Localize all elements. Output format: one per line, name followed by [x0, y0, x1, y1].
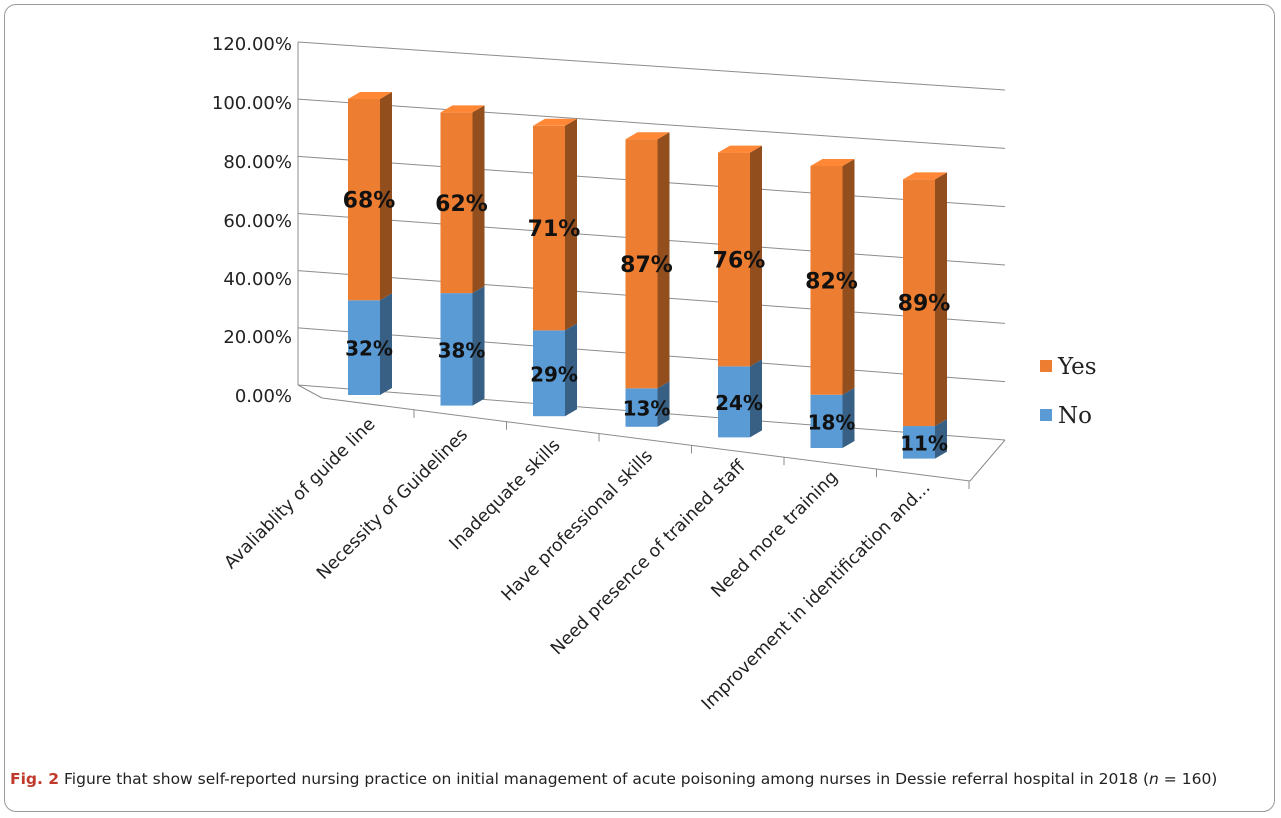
data-label-yes: 76%: [713, 248, 766, 273]
data-label-yes: 68%: [343, 189, 396, 214]
bar-no-side: [472, 286, 485, 406]
y-tick-label: 60.00%: [223, 211, 292, 232]
bar-yes-front: [718, 152, 750, 367]
caption-label: Fig. 2: [10, 770, 60, 788]
caption-n-symbol: n: [1149, 770, 1159, 788]
bar-yes-front: [533, 125, 565, 331]
x-category-label: Need presence of trained staff: [547, 456, 750, 659]
bar-no-side: [657, 381, 670, 427]
bar-no-front: [810, 394, 843, 448]
bar-top: [718, 145, 762, 153]
floor-right-edge: [969, 439, 1006, 482]
bar-yes-side: [565, 118, 577, 331]
data-label-yes: 89%: [898, 292, 951, 317]
y-tick-label: 100.00%: [212, 93, 292, 114]
bar-top: [440, 105, 485, 113]
bar-no-front: [718, 366, 750, 438]
bar-yes-front: [440, 112, 473, 294]
bar-top: [810, 159, 855, 166]
bar-no-front: [903, 426, 935, 459]
bar-yes-front: [625, 139, 658, 389]
bar-top: [533, 118, 577, 126]
bar-no-side: [380, 293, 392, 395]
bar-yes-side: [380, 92, 392, 301]
legend-label-yes: Yes: [1057, 354, 1097, 380]
bar-no-side: [750, 359, 762, 438]
bar-yes-side: [472, 105, 485, 294]
bar-yes-side: [842, 159, 855, 395]
bar-no-front: [533, 330, 565, 417]
y-tick-label: 40.00%: [223, 269, 292, 290]
bar-top: [348, 92, 392, 99]
legend-label-no: No: [1058, 403, 1092, 429]
bar-yes-front: [348, 99, 380, 301]
data-label-no: 32%: [345, 337, 393, 361]
bar-no-side: [565, 323, 577, 417]
x-axis-line: [321, 397, 971, 482]
data-label-yes: 62%: [435, 192, 488, 217]
bar-no-side: [842, 387, 855, 448]
bar-yes-front: [903, 179, 935, 427]
bar-no-front: [348, 300, 380, 395]
data-label-yes: 82%: [805, 269, 858, 294]
x-category-label: Improvement in identification and...: [698, 478, 934, 714]
data-label-no: 11%: [900, 431, 948, 455]
data-label-yes: 71%: [528, 217, 581, 242]
bar-yes-side: [935, 172, 947, 427]
data-label-no: 38%: [438, 338, 486, 362]
caption-text-end: = 160): [1158, 770, 1218, 788]
y-tick-label: 20.00%: [223, 327, 292, 348]
bar-yes-front: [810, 166, 843, 395]
gridline: [297, 98, 1006, 149]
y-tick-label: 120.00%: [212, 34, 292, 55]
y-tick-label: 80.00%: [223, 152, 292, 173]
bar-no-front: [625, 388, 658, 427]
bar-yes-side: [750, 145, 762, 367]
bar-top: [625, 132, 670, 140]
legend-swatch-no: [1040, 409, 1052, 421]
stacked-3d-bar-chart: 0.00% 20.00% 40.00% 60.00% 80.00% 100.00% 120.…: [212, 34, 1097, 714]
floor-left-edge: [297, 384, 323, 399]
bar-no-front: [440, 293, 473, 406]
x-category-label: Inadequate skills: [446, 436, 565, 555]
figure-frame: [4, 4, 1275, 812]
data-label-no: 18%: [808, 410, 856, 434]
bar-no-side: [935, 419, 947, 459]
figure-caption: Fig. 2 Figure that show self-reported nu…: [10, 768, 1265, 790]
data-label-no: 13%: [623, 397, 671, 421]
data-label-yes: 87%: [620, 253, 673, 278]
y-tick-label: 0.00%: [235, 386, 292, 407]
data-label-no: 29%: [530, 362, 578, 386]
gridline: [297, 41, 1006, 91]
bar-yes-side: [657, 132, 670, 389]
legend-swatch-yes: [1040, 360, 1052, 372]
bar-top: [903, 172, 947, 180]
caption-text: Figure that show self-reported nursing p…: [64, 770, 1150, 788]
data-label-no: 24%: [715, 391, 763, 415]
